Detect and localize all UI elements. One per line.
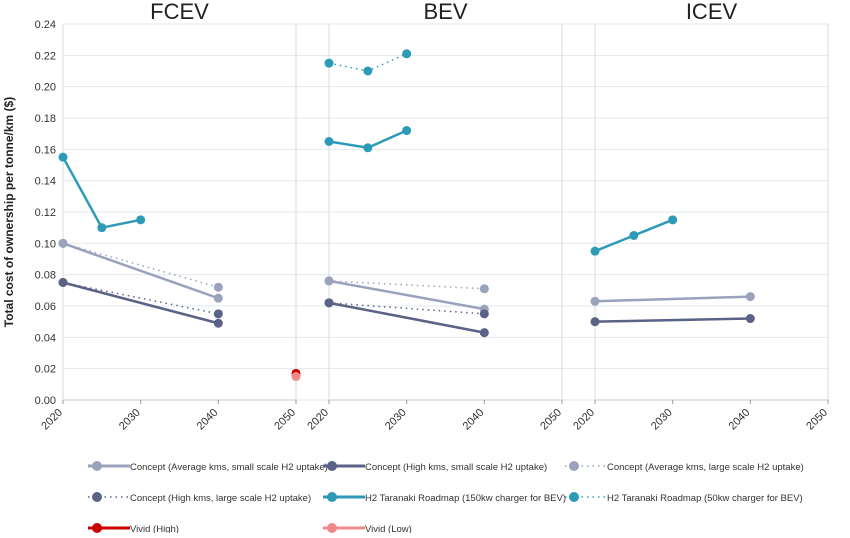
legend-layer: Concept (Average kms, small scale H2 upt… bbox=[88, 461, 804, 535]
legend-label-vivid-low: Vivid (Low) bbox=[365, 524, 412, 533]
x-tick-label-fcev-2030: 2030 bbox=[117, 407, 143, 433]
y-tick-label-0-10: 0.10 bbox=[35, 238, 56, 250]
x-tick-label-icev-2050: 2050 bbox=[804, 407, 830, 433]
data-point-bev-concept-high-large-2040 bbox=[479, 309, 489, 319]
data-point-icev-concept-avg-small-2040 bbox=[745, 292, 755, 302]
data-point-icev-concept-high-small-2040 bbox=[745, 314, 755, 324]
data-point-bev-concept-high-large-2020 bbox=[324, 298, 334, 308]
legend-label-concept-avg-large: Concept (Average kms, large scale H2 upt… bbox=[607, 462, 804, 473]
x-tick-label-icev-2040: 2040 bbox=[727, 407, 753, 433]
series-line-fcev-concept-avg-small bbox=[62, 242, 219, 300]
series-line-fcev-h2-150 bbox=[61, 156, 141, 230]
y-tick-label-0-20: 0.20 bbox=[35, 82, 56, 94]
grid-layer bbox=[62, 23, 829, 401]
data-point-fcev-concept-avg-large-2040 bbox=[213, 282, 223, 292]
data-point-fcev-h2-150-2025 bbox=[97, 223, 107, 233]
series-layer bbox=[58, 49, 755, 381]
data-point-bev-h2-50-2020 bbox=[324, 58, 334, 68]
y-tick-label-0-08: 0.08 bbox=[35, 270, 56, 282]
x-tick-label-bev-2020: 2020 bbox=[305, 407, 331, 433]
legend-marker-vivid-high bbox=[92, 523, 102, 533]
data-point-icev-concept-avg-small-2020 bbox=[590, 296, 600, 306]
series-line-icev-concept-avg-small bbox=[594, 295, 751, 303]
legend-label-concept-avg-small: Concept (Average kms, small scale H2 upt… bbox=[130, 462, 328, 473]
x-tick-label-bev-2040: 2040 bbox=[461, 407, 487, 433]
legend-marker-h2-150 bbox=[327, 492, 337, 502]
panel-title-icev: ICEV bbox=[686, 0, 738, 24]
legend-marker-h2-50 bbox=[569, 492, 579, 502]
y-tick-label-0-00: 0.00 bbox=[35, 395, 56, 407]
panel-title-bev: BEV bbox=[423, 0, 467, 24]
data-point-bev-h2-50-2030 bbox=[402, 49, 412, 59]
y-tick-label-0-22: 0.22 bbox=[35, 50, 56, 62]
legend-marker-concept-avg-large bbox=[569, 461, 579, 471]
legend-label-h2-150: H2 Taranaki Roadmap (150kw charger for B… bbox=[365, 493, 566, 504]
series-line-bev-concept-avg-large bbox=[328, 280, 485, 290]
y-axis-label: Total cost of ownership per tonne/km ($) bbox=[2, 97, 16, 327]
series-line-fcev-concept-high-large bbox=[62, 281, 219, 315]
data-point-fcev-concept-avg-large-2020 bbox=[58, 238, 68, 248]
series-line-bev-concept-high-large bbox=[328, 302, 485, 315]
y-tick-label-0-16: 0.16 bbox=[35, 144, 56, 156]
series-line-fcev-concept-avg-large bbox=[62, 242, 219, 288]
data-point-bev-h2-150-2025 bbox=[363, 143, 373, 153]
data-point-bev-h2-150-2030 bbox=[402, 126, 412, 136]
axis-layer: 0.00 0.02 0.04 0.06 0.08 0.10 0.12 0.14 0.16 0.18… bbox=[35, 19, 831, 432]
series-line-bev-concept-avg-small bbox=[328, 279, 485, 311]
y-tick-label-0-06: 0.06 bbox=[35, 301, 56, 313]
legend-label-h2-50: H2 Taranaki Roadmap (50kw charger for BE… bbox=[607, 493, 803, 504]
x-tick-label-fcev-2040: 2040 bbox=[195, 407, 221, 433]
legend-label-vivid-high: Vivid (High) bbox=[130, 524, 179, 533]
data-point-icev-h2-150-2020 bbox=[590, 246, 600, 256]
data-point-fcev-concept-high-small-2040 bbox=[213, 318, 223, 328]
data-point-icev-h2-150-2025 bbox=[629, 231, 639, 240]
label-layer: Total cost of ownership per tonne/km ($)… bbox=[2, 0, 737, 327]
legend-marker-concept-high-small bbox=[327, 461, 337, 471]
data-point-icev-h2-150-2030 bbox=[668, 215, 678, 225]
y-tick-label-0-12: 0.12 bbox=[35, 207, 56, 219]
data-point-fcev-concept-high-large-2020 bbox=[58, 278, 68, 287]
y-tick-label-0-18: 0.18 bbox=[35, 113, 56, 125]
data-point-bev-concept-avg-large-2040 bbox=[479, 284, 489, 294]
x-tick-label-bev-2030: 2030 bbox=[383, 407, 409, 433]
y-tick-label-0-04: 0.04 bbox=[35, 332, 56, 344]
data-point-fcev-vivid-low-2050 bbox=[291, 372, 301, 381]
legend-label-concept-high-small: Concept (High kms, small scale H2 uptake… bbox=[365, 462, 547, 473]
legend-marker-concept-avg-small bbox=[92, 461, 102, 471]
y-tick-label-0-14: 0.14 bbox=[35, 176, 56, 188]
x-tick-label-fcev-2020: 2020 bbox=[39, 407, 65, 433]
data-point-icev-concept-high-small-2020 bbox=[590, 317, 600, 327]
legend-marker-vivid-low bbox=[327, 523, 337, 533]
data-point-fcev-concept-avg-small-2040 bbox=[213, 293, 223, 303]
data-point-bev-h2-50-2025 bbox=[363, 66, 373, 76]
x-tick-label-icev-2020: 2020 bbox=[571, 407, 597, 433]
series-line-bev-concept-high-small bbox=[328, 301, 485, 334]
data-point-bev-h2-150-2020 bbox=[324, 137, 334, 146]
data-point-fcev-h2-150-2030 bbox=[136, 215, 146, 225]
panel-title-fcev: FCEV bbox=[150, 0, 209, 24]
y-tick-label-0-02: 0.02 bbox=[35, 364, 56, 376]
data-point-fcev-h2-150-2020 bbox=[58, 152, 68, 162]
series-line-icev-concept-high-small bbox=[594, 317, 751, 323]
data-point-bev-concept-avg-large-2020 bbox=[324, 276, 334, 286]
legend-label-concept-high-large: Concept (High kms, large scale H2 uptake… bbox=[130, 493, 311, 504]
data-point-fcev-concept-high-large-2040 bbox=[213, 309, 223, 319]
data-point-bev-concept-high-small-2040 bbox=[479, 328, 489, 338]
x-tick-label-fcev-2050: 2050 bbox=[272, 407, 298, 433]
series-line-fcev-concept-high-small bbox=[62, 281, 219, 325]
legend-marker-concept-high-large bbox=[92, 492, 102, 502]
y-tick-label-0-24: 0.24 bbox=[35, 19, 56, 31]
x-tick-label-bev-2050: 2050 bbox=[538, 407, 564, 433]
x-tick-label-icev-2030: 2030 bbox=[649, 407, 675, 433]
